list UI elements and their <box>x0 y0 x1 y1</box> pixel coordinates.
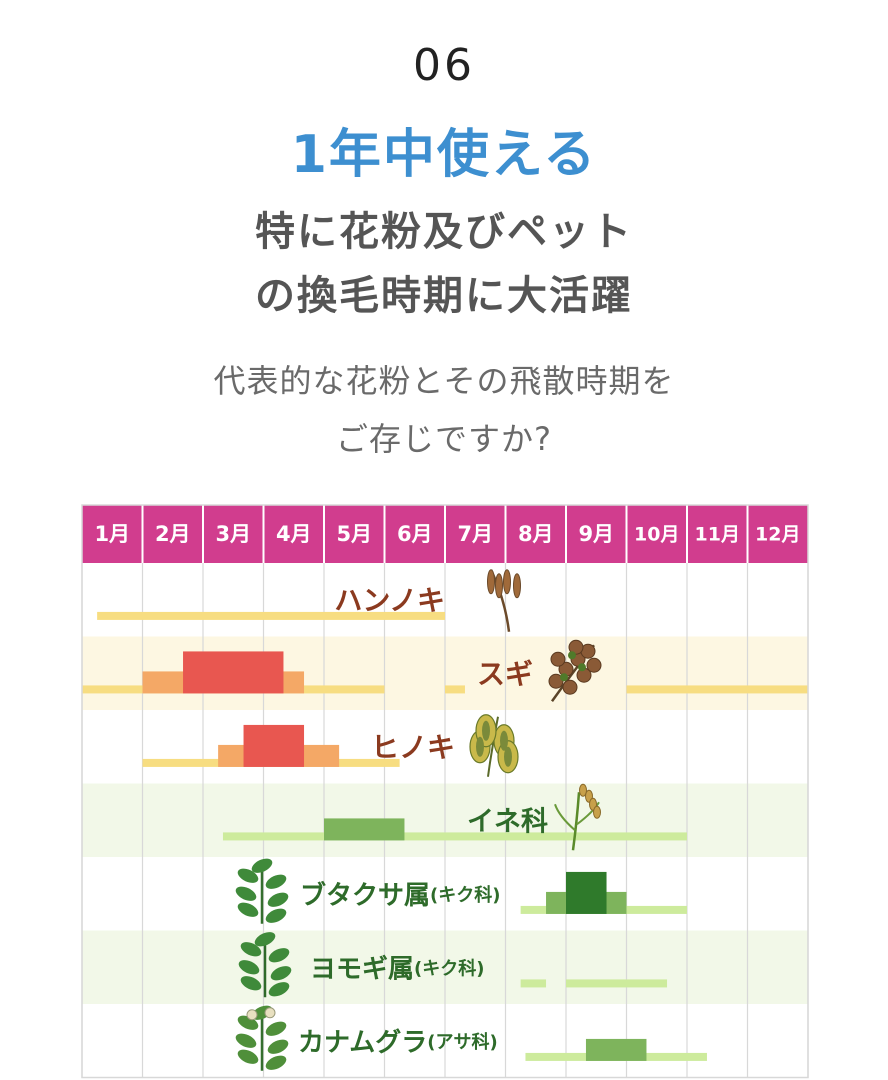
pollen-period-bar <box>520 979 547 988</box>
month-label: 12月 <box>755 524 800 546</box>
subtext-line-2: ご存じですか? <box>336 420 552 458</box>
series-label: カナムグラ(アサ科) <box>298 1027 498 1057</box>
month-label: 4月 <box>276 522 312 546</box>
pollen-period-bar <box>222 832 687 841</box>
hop-vine-icon <box>235 1005 289 1071</box>
series-label: ヨモギ属(キク科) <box>310 954 484 984</box>
month-label: 6月 <box>397 522 433 546</box>
alder-catkin-icon <box>487 569 521 632</box>
subtext-line-1: 代表的な花粉とその飛散時期を <box>213 362 675 400</box>
pollen-period-bar <box>183 651 284 694</box>
pollen-period-bar <box>324 818 405 841</box>
month-label: 10月 <box>634 524 679 546</box>
pollen-period-bar <box>445 685 465 694</box>
series-label: イネ科 <box>467 806 548 837</box>
month-label: 5月 <box>336 522 372 546</box>
rice-grass-icon <box>554 783 601 851</box>
section-tagline: 1年中使える <box>290 125 598 185</box>
section-headline: 特に花粉及びペット の換毛時期に大活躍 <box>0 200 888 328</box>
section-subtext: 代表的な花粉とその飛散時期を ご存じですか? <box>0 352 888 468</box>
pollen-period-bar <box>566 979 668 988</box>
series-label: スギ <box>477 657 533 690</box>
pollen-period-bar <box>585 1038 647 1061</box>
series-label: ヒノキ <box>371 731 455 764</box>
month-label: 3月 <box>215 522 251 546</box>
chart-border <box>81 504 809 1079</box>
cypress-branch-icon <box>469 714 519 777</box>
headline-line-2: の換毛時期に大活躍 <box>255 273 633 319</box>
month-label: 2月 <box>155 522 191 546</box>
series-label: ブタクサ属(キク科) <box>300 879 500 910</box>
headline-line-1: 特に花粉及びペット <box>255 209 633 255</box>
ragweed-icon <box>235 858 289 924</box>
month-label: 8月 <box>518 522 554 546</box>
month-label: 9月 <box>578 522 614 546</box>
month-label: 11月 <box>695 524 740 546</box>
mugwort-icon <box>238 932 292 998</box>
pollen-period-bar <box>243 724 305 767</box>
pollen-period-bar <box>626 685 808 694</box>
pollen-period-bar <box>97 611 445 620</box>
series-label: ハンノキ <box>334 584 445 617</box>
section-number: 06 <box>413 40 475 91</box>
month-label: 7月 <box>457 522 493 546</box>
month-label: 1月 <box>94 522 130 546</box>
cedar-branch-icon <box>548 639 602 702</box>
pollen-period-bar <box>566 871 607 914</box>
